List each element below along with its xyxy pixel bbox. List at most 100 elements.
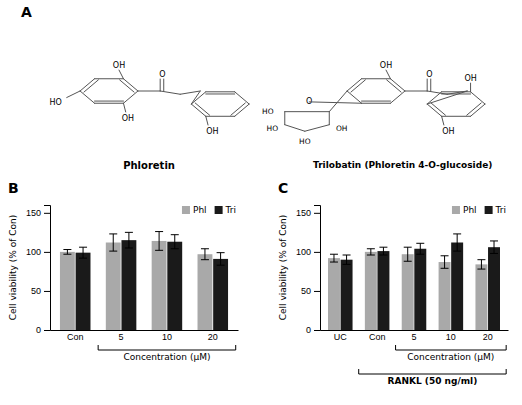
bar — [451, 243, 463, 331]
series — [328, 247, 487, 330]
error-bar-cap — [343, 264, 351, 265]
error-bar — [404, 247, 412, 261]
bar — [377, 251, 389, 330]
annotation: OH — [380, 61, 392, 70]
error-bar-cap — [217, 252, 225, 253]
x-tick-label: Con — [369, 332, 386, 342]
error-bar-cap — [155, 231, 163, 232]
bond — [160, 79, 161, 91]
y-tick-label: 100 — [296, 247, 311, 257]
y-tick-mark — [314, 252, 320, 253]
bond — [191, 92, 205, 104]
bracket-end — [358, 369, 359, 374]
error-bar-cap — [330, 262, 338, 263]
y-tick-label: 0 — [36, 325, 41, 335]
annotation: OH — [113, 61, 125, 70]
bond — [362, 103, 391, 104]
error-bar — [379, 247, 387, 255]
bond — [67, 91, 80, 98]
error-bar-cap — [416, 243, 424, 244]
x-tick-label: 10 — [446, 332, 456, 342]
bracket-label: RANKL (50 ng/ml) — [388, 376, 478, 386]
error-bar — [125, 232, 133, 248]
annotation: HO — [267, 124, 279, 133]
error-bar-stem — [494, 241, 495, 254]
error-bar-cap — [379, 255, 387, 256]
legend-swatch — [452, 206, 460, 214]
y-tick-mark — [314, 291, 320, 292]
bond — [180, 91, 200, 94]
error-bar — [109, 234, 117, 251]
error-bar-cap — [490, 240, 498, 241]
error-bar-cap — [367, 255, 375, 256]
error-bar-cap — [63, 254, 71, 255]
y-axis: 050100150 — [296, 206, 321, 336]
bar — [341, 260, 353, 330]
bracket-end — [506, 369, 507, 374]
error-bar-cap — [416, 254, 424, 255]
x-tick-label: 20 — [483, 332, 493, 342]
bar — [414, 249, 426, 330]
error-bar-stem — [420, 243, 421, 254]
error-bar — [343, 255, 351, 264]
error-bar-cap — [441, 255, 449, 256]
bond — [285, 125, 305, 132]
bond — [329, 91, 347, 112]
bracket-label: Concentration (μM) — [123, 352, 210, 362]
x-tick: 20 — [208, 330, 218, 342]
y-axis: 050100150 — [26, 206, 51, 336]
bond — [231, 103, 245, 115]
bond — [305, 125, 329, 132]
error-bar — [155, 232, 163, 251]
error-bar-cap — [63, 249, 71, 250]
x-tick-label: 5 — [119, 332, 124, 342]
y-tick-mark — [314, 330, 320, 331]
y-tick-label: 50 — [301, 286, 311, 296]
annotation: HO — [262, 107, 274, 116]
error-bar-cap — [453, 251, 461, 252]
error-bar-cap — [79, 258, 87, 259]
bond — [471, 92, 485, 104]
bond — [284, 112, 285, 125]
bond — [362, 101, 391, 102]
error-bar — [330, 254, 338, 262]
bond — [120, 80, 134, 92]
error-bar — [217, 253, 225, 266]
error-bar-cap — [330, 254, 338, 255]
error-bar-cap — [171, 248, 179, 249]
bond — [467, 103, 481, 115]
annotation: HO — [299, 137, 311, 146]
legend-label: Tri — [225, 205, 236, 215]
bond — [351, 80, 365, 92]
bracket-end — [235, 345, 236, 350]
error-bar-cap — [217, 265, 225, 266]
bar — [488, 247, 500, 330]
x-tick-label: Con — [67, 332, 84, 342]
error-bar — [201, 249, 209, 260]
error-bar-stem — [457, 234, 458, 251]
error-bar-stem — [481, 260, 482, 269]
bond — [160, 91, 180, 94]
y-tick-label: 100 — [26, 247, 41, 257]
bracket-end — [395, 345, 396, 350]
x-axis-line — [321, 330, 509, 331]
error-bar-stem — [370, 249, 371, 255]
bond — [80, 91, 94, 103]
error-bar — [367, 249, 375, 255]
error-bar-cap — [404, 247, 412, 248]
bond — [191, 91, 200, 104]
bond — [206, 116, 208, 125]
error-bar-cap — [477, 259, 485, 260]
bond — [163, 79, 164, 91]
bracket: RANKL (50 ng/ml) — [359, 369, 506, 386]
x-tick-label: 5 — [411, 332, 416, 342]
panel-label: A — [21, 4, 32, 20]
legend-item: Tri — [485, 205, 506, 215]
error-bar-cap — [379, 247, 387, 248]
bar — [76, 253, 91, 330]
bond — [123, 103, 125, 112]
legend-item: Tri — [215, 205, 236, 215]
bond — [386, 70, 390, 79]
y-tick-label: 150 — [26, 208, 41, 218]
annotation: OH — [442, 127, 454, 136]
